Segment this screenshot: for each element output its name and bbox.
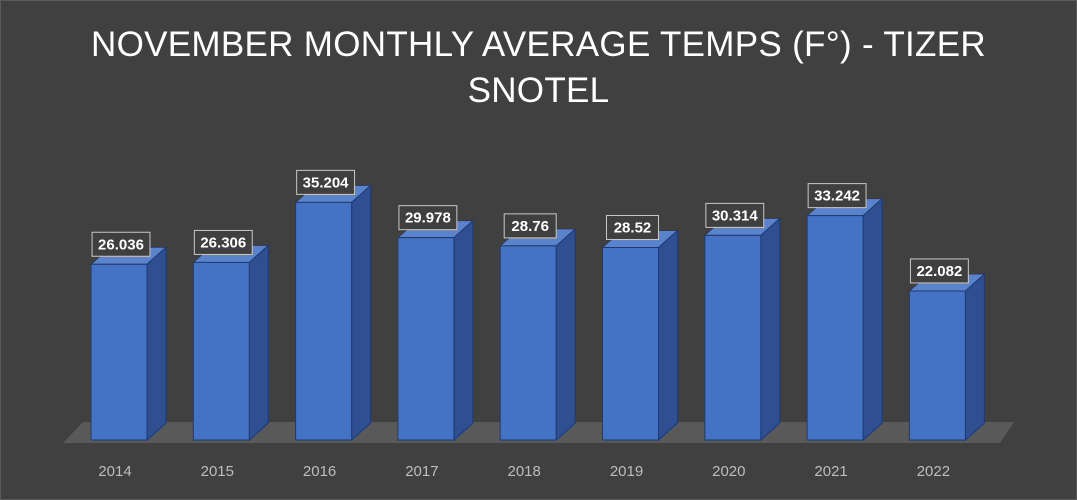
data-label-2019: 28.52 [606, 214, 659, 240]
chart-title-line-2: SNOTEL [467, 71, 610, 110]
x-tick-2016: 2016 [303, 463, 336, 480]
bar-front-2022 [908, 290, 966, 441]
x-tick-2018: 2018 [508, 463, 541, 480]
bar-front-2017 [397, 237, 455, 441]
bar-side-2021 [862, 197, 883, 442]
data-label-box-2016 [296, 169, 356, 195]
bar-front-2018 [499, 245, 557, 441]
x-tick-2022: 2022 [917, 463, 950, 480]
bar-side-2022 [964, 272, 985, 442]
data-label-text-2015: 26.306 [200, 234, 246, 251]
data-label-box-2022 [909, 258, 969, 284]
bar-side-2017 [453, 219, 474, 442]
bar-2015 [191, 244, 270, 442]
bar-2014 [89, 246, 168, 442]
bar-side-2014 [146, 246, 167, 442]
data-label-2021: 33.242 [807, 183, 867, 209]
bar-front-2021 [806, 215, 864, 441]
bar-front-2016 [295, 201, 353, 441]
bars-group [89, 184, 986, 442]
data-label-box-2021 [807, 183, 867, 209]
bar-2017 [396, 219, 475, 442]
bar-2018 [498, 227, 577, 442]
data-label-text-2018: 28.76 [511, 218, 549, 235]
data-label-box-2017 [398, 205, 458, 231]
x-tick-2014: 2014 [98, 463, 131, 480]
x-tick-2017: 2017 [405, 463, 438, 480]
bar-2021 [805, 197, 884, 442]
bar-front-2020 [704, 234, 762, 441]
data-label-box-2015 [193, 229, 253, 255]
bar-side-2020 [760, 217, 781, 442]
bar-2022 [908, 272, 986, 442]
bar-front-2019 [602, 246, 659, 441]
data-label-2015: 26.306 [193, 229, 253, 255]
bar-2019 [601, 229, 679, 442]
data-label-text-2016: 35.204 [303, 174, 350, 191]
data-label-2018: 28.76 [503, 213, 557, 239]
data-label-box-2020 [705, 202, 765, 228]
data-label-2016: 35.204 [296, 169, 356, 195]
x-tick-2019: 2019 [610, 463, 643, 480]
data-label-text-2022: 22.082 [916, 263, 962, 280]
data-label-text-2021: 33.242 [814, 188, 860, 205]
data-label-2022: 22.082 [909, 258, 969, 284]
x-tick-2020: 2020 [712, 463, 745, 480]
bar-side-2016 [351, 184, 372, 442]
bar-front-2014 [90, 263, 148, 441]
chart-title-line-1: NOVEMBER MONTHLY AVERAGE TEMPS (F°) - TI… [91, 25, 986, 64]
data-label-text-2017: 29.978 [405, 210, 451, 227]
data-label-text-2020: 30.314 [712, 207, 759, 224]
bar-side-2019 [658, 229, 678, 442]
data-label-box-2019 [606, 214, 659, 240]
data-label-2017: 29.978 [398, 205, 458, 231]
bar-2020 [703, 217, 782, 442]
data-label-text-2019: 28.52 [614, 219, 652, 236]
x-axis-ticks: 2014 2015 2016 2017 2018 2019 2020 2021 2022 [98, 463, 950, 480]
bar-side-2018 [555, 227, 576, 442]
bar-front-2015 [192, 261, 250, 441]
x-tick-2021: 2021 [814, 463, 847, 480]
data-label-text-2014: 26.036 [98, 236, 144, 253]
bar-2016 [294, 184, 372, 442]
data-label-box-2014 [91, 231, 151, 257]
x-tick-2015: 2015 [201, 463, 234, 480]
bar-side-2015 [248, 244, 269, 442]
chart-title: NOVEMBER MONTHLY AVERAGE TEMPS (F°) - TI… [0, 22, 1077, 114]
data-label-2014: 26.036 [91, 231, 151, 257]
data-label-2020: 30.314 [705, 202, 765, 228]
data-labels-group: 26.036 26.306 35.204 29.978 28.76 28.52 30.314… [91, 169, 969, 284]
data-label-box-2018 [503, 213, 557, 239]
